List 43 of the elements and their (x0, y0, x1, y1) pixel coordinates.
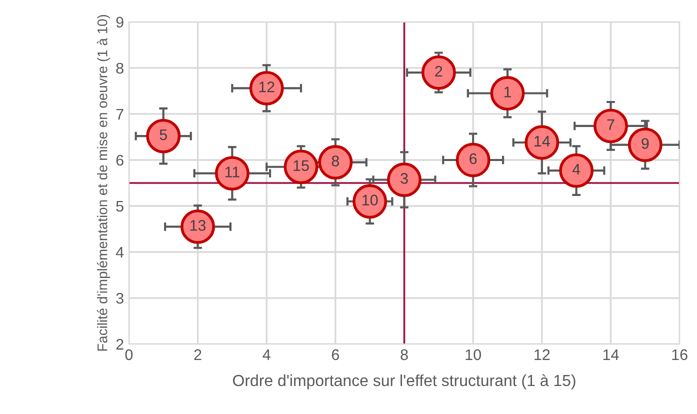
x-tick-label: 6 (332, 349, 340, 360)
annotation: 8 (332, 156, 340, 166)
y-tick-label: 3 (116, 292, 124, 304)
annotation: 13 (190, 220, 206, 231)
y-tick-label: 2 (116, 338, 124, 350)
annotation: 5 (160, 129, 167, 140)
annotation: 4 (572, 164, 580, 175)
y-tick-label: 7 (116, 108, 124, 120)
annotation: 15 (294, 160, 309, 171)
point (559, 153, 594, 188)
y-axis-title: Facilité d'implémentation et de mise en oeuvre (1 à 10) (96, 14, 110, 351)
point (628, 128, 662, 162)
annotation: 7 (607, 119, 614, 130)
x-axis-title: Ordre d'importance sur l'effet structurant (1 à 15) (233, 374, 576, 390)
point (490, 76, 525, 110)
y-tick-label: 9 (116, 16, 124, 28)
point (594, 108, 628, 144)
annotation: 3 (400, 173, 408, 184)
annotation: 12 (259, 81, 274, 92)
x-tick-label: 12 (534, 349, 550, 360)
x-tick-label: 2 (194, 349, 202, 360)
point (421, 55, 456, 90)
annotation: 11 (225, 166, 240, 178)
x-tick-label: 4 (262, 349, 270, 360)
annotation: 14 (534, 136, 550, 146)
annotation: 10 (362, 194, 378, 206)
y-tick-label: 8 (116, 62, 124, 74)
y-tick-label: 5 (116, 201, 124, 212)
x-tick-label: 0 (125, 349, 133, 360)
y-tick-label: 6 (116, 154, 124, 166)
x-tick-label: 14 (603, 349, 619, 360)
x-tick-label: 16 (672, 349, 688, 360)
annotation: 1 (504, 86, 512, 98)
x-tick-label: 8 (400, 349, 408, 360)
annotation: 2 (435, 66, 442, 77)
point (146, 118, 181, 154)
point (318, 145, 353, 180)
point (387, 162, 422, 197)
annotation: 6 (470, 153, 477, 164)
point (456, 142, 490, 178)
x-tick-label: 10 (466, 349, 481, 360)
y-tick-label: 4 (116, 247, 124, 258)
annotation: 9 (642, 138, 649, 149)
